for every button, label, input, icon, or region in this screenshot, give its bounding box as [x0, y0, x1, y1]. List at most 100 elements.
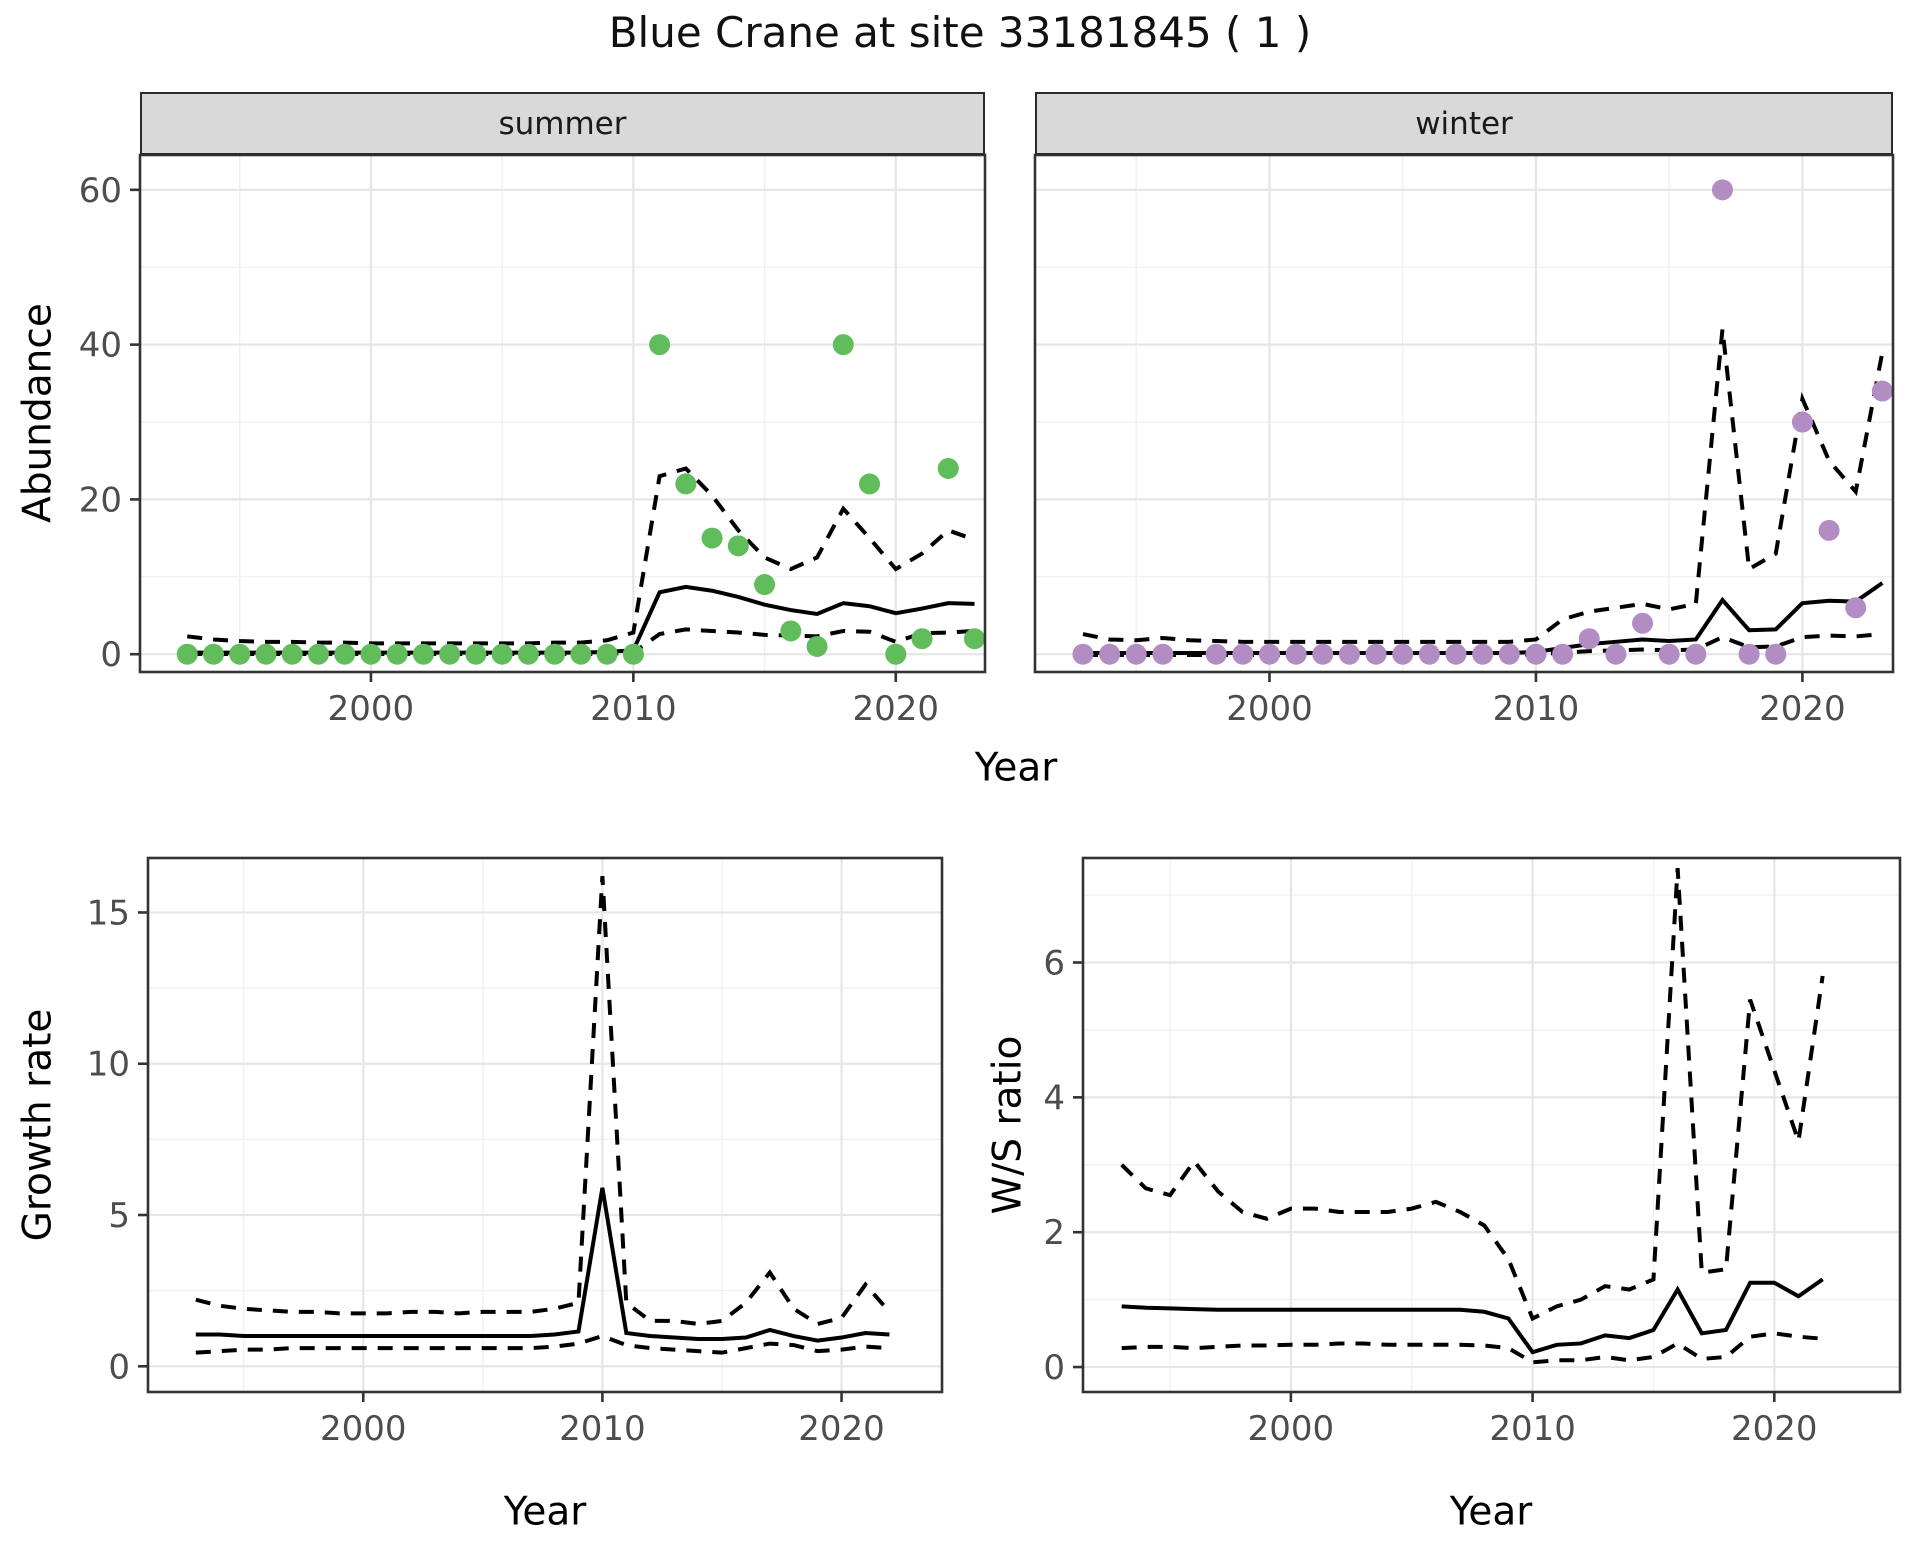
facet-strip-winter-label: winter — [1415, 105, 1513, 142]
observed-point — [1312, 643, 1334, 665]
observed-point — [1392, 643, 1414, 665]
observed-point — [964, 628, 985, 650]
observed-point — [1845, 597, 1867, 619]
y-tick-label: 0 — [108, 1347, 130, 1387]
observed-point — [1498, 643, 1520, 665]
y-tick-label: 40 — [79, 326, 122, 366]
observed-point — [412, 643, 434, 665]
x-tick-label: 2010 — [559, 1409, 646, 1449]
x-tick-label: 2020 — [798, 1409, 885, 1449]
y-tick-label: 60 — [79, 171, 122, 211]
facet-strip-summer-label: summer — [498, 105, 627, 142]
observed-point — [1711, 179, 1733, 201]
observed-point — [937, 457, 959, 479]
observed-point — [1365, 643, 1387, 665]
observed-point — [911, 628, 933, 650]
observed-point — [544, 643, 566, 665]
facet-strip-summer: summer — [140, 92, 985, 155]
y-axis-title-growth-rate: Growth rate — [15, 1008, 61, 1242]
observed-point — [1338, 643, 1360, 665]
x-tick-label: 2000 — [320, 1409, 407, 1449]
observed-point — [465, 643, 487, 665]
observed-point — [1578, 628, 1600, 650]
upper-ci-line — [187, 466, 976, 646]
panel-border — [1033, 153, 1895, 674]
y-tick-label: 10 — [87, 1045, 130, 1085]
y-tick-label: 5 — [108, 1196, 130, 1236]
y-tick-label: 0 — [1043, 1348, 1065, 1388]
observed-point — [1871, 380, 1893, 402]
observed-point — [622, 643, 644, 665]
observed-point — [596, 643, 618, 665]
observed-point — [570, 643, 592, 665]
observed-point — [1445, 643, 1467, 665]
plot-panel — [1035, 155, 1893, 672]
y-tick-label: 6 — [1043, 944, 1065, 984]
y-tick-label: 20 — [79, 480, 122, 520]
observed-point — [386, 643, 408, 665]
observed-point — [517, 643, 539, 665]
upper-ci-line — [1082, 328, 1885, 644]
observed-point — [1658, 643, 1680, 665]
x-tick-label: 2000 — [1226, 689, 1313, 729]
observed-point — [675, 473, 697, 495]
y-tick-label: 0 — [100, 635, 122, 675]
x-tick-label: 2020 — [1731, 1409, 1818, 1449]
observed-point — [1125, 643, 1147, 665]
chart-title: Blue Crane at site 33181845 ( 1 ) — [608, 8, 1312, 57]
y-axis-title-ws-ratio: W/S ratio — [985, 1035, 1031, 1215]
observed-point — [727, 535, 749, 557]
observed-point — [1205, 643, 1227, 665]
observed-point — [649, 334, 671, 356]
x-tick-label: 2010 — [1489, 1409, 1576, 1449]
x-tick-label: 2000 — [328, 689, 415, 729]
observed-point — [1472, 643, 1494, 665]
observed-point — [1099, 643, 1121, 665]
observed-point — [1152, 643, 1174, 665]
observed-point — [360, 643, 382, 665]
observed-point — [832, 334, 854, 356]
observed-point — [334, 643, 356, 665]
observed-point — [806, 635, 828, 657]
observed-point — [859, 473, 881, 495]
observed-point — [1605, 643, 1627, 665]
observed-point — [1285, 643, 1307, 665]
x-tick-label: 2010 — [590, 689, 677, 729]
observed-point — [1632, 612, 1654, 634]
observed-point — [229, 643, 251, 665]
observed-point — [307, 643, 329, 665]
observed-point — [701, 527, 723, 549]
observed-point — [754, 574, 776, 596]
facet-strip-winter: winter — [1035, 92, 1893, 155]
plot-panel — [140, 155, 985, 672]
upper-ci-line — [195, 876, 891, 1327]
x-tick-label: 2000 — [1248, 1409, 1335, 1449]
x-axis-title-year-ws: Year — [1449, 1489, 1533, 1535]
observed-point — [1552, 643, 1574, 665]
observed-point — [1258, 643, 1280, 665]
panel-border — [146, 856, 944, 1394]
median-line — [195, 1187, 890, 1343]
observed-point — [1738, 643, 1760, 665]
y-tick-label: 4 — [1043, 1078, 1065, 1118]
observed-point — [1765, 643, 1787, 665]
y-axis-title-abundance: Abundance — [15, 303, 61, 523]
median-line — [1121, 1277, 1824, 1355]
observed-point — [1232, 643, 1254, 665]
observed-point — [1818, 519, 1840, 541]
x-tick-label: 2020 — [853, 689, 940, 729]
upper-ci-line — [1120, 867, 1825, 1322]
observed-point — [1525, 643, 1547, 665]
x-tick-label: 2010 — [1493, 689, 1580, 729]
observed-point — [1418, 643, 1440, 665]
y-tick-label: 2 — [1043, 1213, 1065, 1253]
y-tick-label: 15 — [87, 893, 130, 933]
observed-point — [1791, 411, 1813, 433]
observed-point — [202, 643, 224, 665]
x-tick-label: 2020 — [1759, 689, 1846, 729]
x-axis-title-year-growth: Year — [503, 1489, 587, 1535]
x-axis-title-year-top: Year — [974, 745, 1058, 791]
observed-point — [255, 643, 277, 665]
